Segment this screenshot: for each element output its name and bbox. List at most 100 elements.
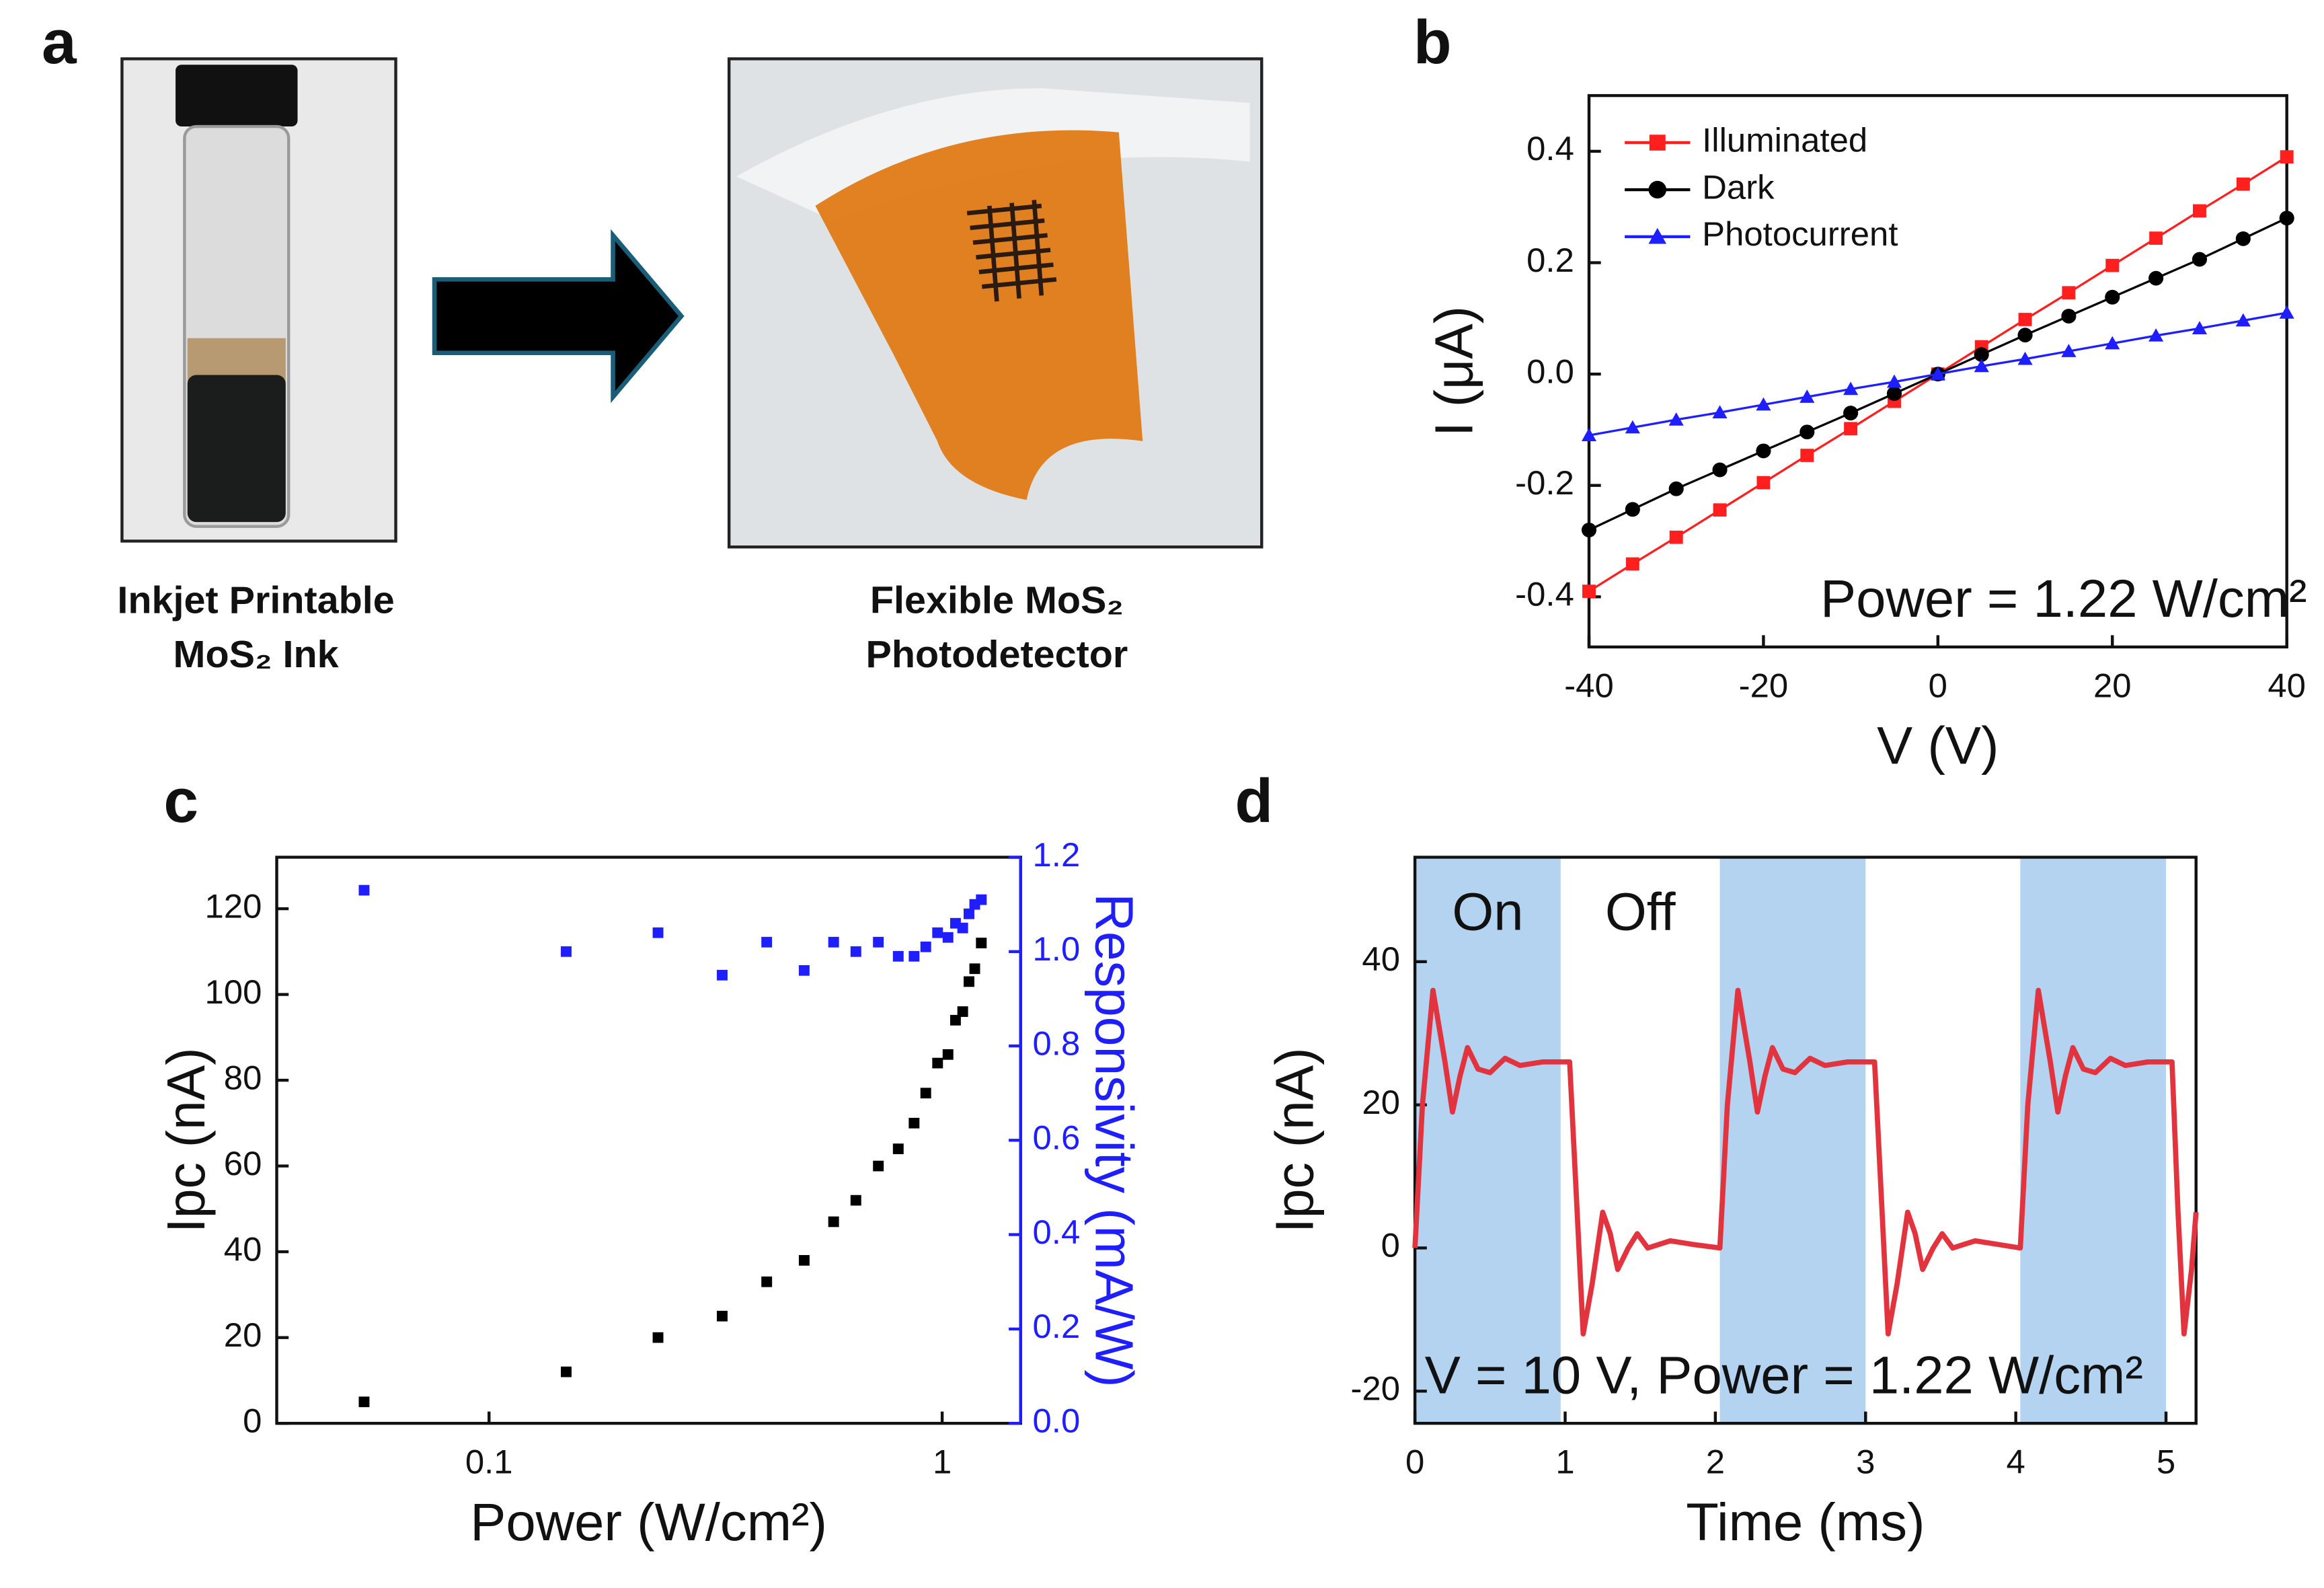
marker xyxy=(798,965,810,976)
marker xyxy=(2105,258,2120,272)
marker xyxy=(717,969,728,981)
y-tick-label: 80 xyxy=(224,1059,262,1097)
marker xyxy=(2105,336,2120,350)
y2-tick-label: 0.8 xyxy=(1033,1024,1081,1063)
marker xyxy=(828,1216,839,1227)
shaded-region xyxy=(1415,857,1561,1424)
marker xyxy=(1625,420,1640,434)
y-axis-label: I (μA) xyxy=(1424,306,1484,437)
shaded-region xyxy=(1719,857,1866,1424)
marker xyxy=(1668,412,1684,426)
plot-frame xyxy=(1413,856,2198,1425)
y-tick-label: 0.2 xyxy=(1526,241,1574,279)
y-tick-label: -0.4 xyxy=(1515,575,1574,613)
x-axis-label: Time (ms) xyxy=(1686,1492,1925,1551)
marker xyxy=(1756,397,1771,411)
legend-marker xyxy=(1648,227,1667,244)
region-label: Off xyxy=(1605,882,1676,941)
marker xyxy=(652,927,664,938)
marker xyxy=(2018,313,2032,326)
marker xyxy=(1713,503,1727,517)
x-tick-label: 4 xyxy=(2007,1443,2025,1481)
marker xyxy=(1799,389,1815,403)
marker xyxy=(1844,422,1858,436)
panel-label: c xyxy=(163,766,198,835)
marker xyxy=(2017,351,2033,365)
y-tick-label: -0.2 xyxy=(1515,463,1574,502)
marker xyxy=(1668,481,1684,496)
marker xyxy=(873,1160,884,1172)
x-tick-label: 0 xyxy=(1405,1443,1424,1481)
marker xyxy=(1625,557,1639,571)
x-tick-label: -40 xyxy=(1564,667,1614,705)
marker xyxy=(2148,270,2164,286)
marker xyxy=(1712,462,1728,478)
marker xyxy=(2192,252,2208,267)
marker xyxy=(957,1006,968,1017)
y2-tick-label: 0.6 xyxy=(1033,1119,1081,1157)
marker xyxy=(2062,286,2076,300)
panel-label: b xyxy=(1413,7,1452,77)
marker xyxy=(2105,289,2120,305)
legend-label: Illuminated xyxy=(1702,121,1867,159)
marker xyxy=(2235,231,2251,246)
marker xyxy=(828,936,839,948)
marker xyxy=(1582,584,1596,598)
marker xyxy=(850,1195,861,1206)
marker xyxy=(1669,530,1683,544)
marker xyxy=(964,908,974,919)
marker xyxy=(2192,321,2208,334)
y-tick-label: -20 xyxy=(1350,1369,1400,1408)
marker xyxy=(2280,150,2294,164)
marker xyxy=(1756,443,1771,459)
legend-marker xyxy=(1648,180,1667,199)
y-tick-label: 0 xyxy=(243,1402,262,1440)
marker xyxy=(561,1366,572,1377)
y-tick-label: 40 xyxy=(1362,940,1400,978)
marker xyxy=(2236,177,2250,191)
y-tick-label: 40 xyxy=(224,1230,262,1269)
marker xyxy=(2148,328,2164,342)
x-tick-label: 2 xyxy=(1706,1443,1725,1481)
marker xyxy=(2149,231,2163,245)
marker xyxy=(2279,305,2294,319)
caption: Inkjet Printable xyxy=(117,579,394,622)
marker xyxy=(1974,358,1989,373)
x-tick-label: 0.1 xyxy=(465,1443,513,1481)
marker xyxy=(976,894,987,905)
vial-photo xyxy=(120,57,397,543)
marker xyxy=(2193,204,2206,218)
y-tick-label: 120 xyxy=(205,887,262,925)
legend-label: Photocurrent xyxy=(1702,215,1898,254)
marker xyxy=(932,927,943,938)
marker xyxy=(2061,344,2077,357)
marker xyxy=(1800,449,1814,462)
x-tick-label: 0 xyxy=(1929,667,1947,705)
marker xyxy=(920,1088,931,1099)
arrow xyxy=(432,229,685,404)
x-tick-label: 3 xyxy=(1856,1443,1875,1481)
marker xyxy=(932,1057,943,1069)
marker xyxy=(908,1117,920,1129)
marker xyxy=(950,1014,961,1026)
y-tick-label: 20 xyxy=(224,1316,262,1354)
y-tick-label: 20 xyxy=(1362,1083,1400,1121)
marker xyxy=(2279,211,2294,226)
marker xyxy=(957,922,968,934)
y2-tick-label: 0.4 xyxy=(1033,1213,1081,1251)
x-tick-label: 5 xyxy=(2157,1443,2175,1481)
marker xyxy=(1581,428,1597,441)
region-label: On xyxy=(1452,882,1523,941)
marker xyxy=(761,1276,773,1287)
y2-tick-label: 0.0 xyxy=(1033,1402,1081,1440)
x-tick-label: 1 xyxy=(933,1443,952,1481)
marker xyxy=(1930,367,1945,380)
marker xyxy=(717,1310,728,1322)
y-tick-label: 0.0 xyxy=(1526,352,1574,391)
y-tick-label: 0 xyxy=(1381,1226,1400,1264)
marker xyxy=(1625,502,1640,517)
marker xyxy=(358,1396,370,1408)
panel-label: a xyxy=(42,7,77,77)
marker xyxy=(2017,328,2033,343)
